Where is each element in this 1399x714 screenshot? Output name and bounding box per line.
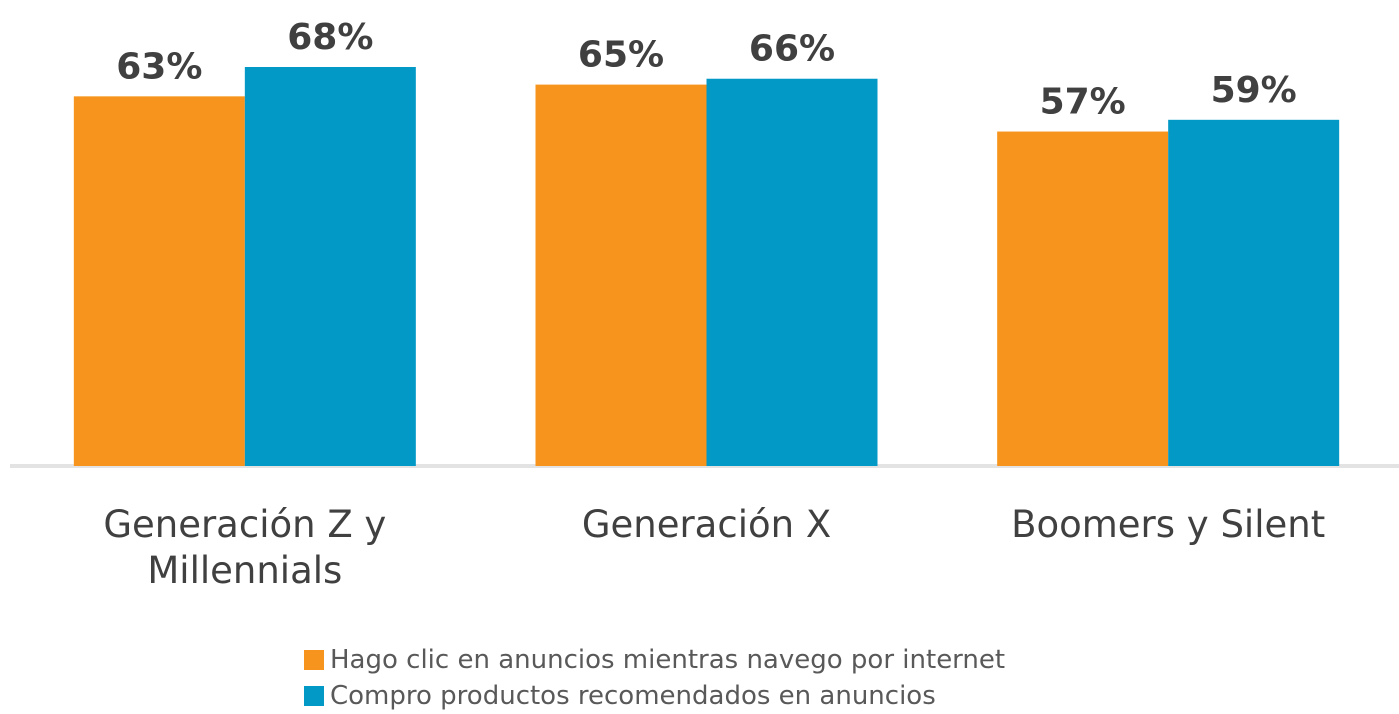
bar bbox=[244, 67, 416, 466]
legend-label: Compro productos recomendados en anuncio… bbox=[330, 681, 936, 711]
x-tick-label: Generación X bbox=[581, 503, 832, 546]
legend-label: Hago clic en anuncios mientras navego po… bbox=[330, 645, 1006, 675]
legend-item: Compro productos recomendados en anuncio… bbox=[304, 681, 936, 711]
x-tick-label: Boomers y Silent bbox=[1011, 503, 1326, 546]
bar bbox=[73, 96, 245, 467]
legend-swatch bbox=[304, 686, 324, 706]
legend-swatch bbox=[304, 650, 324, 670]
bar bbox=[997, 131, 1169, 466]
bar bbox=[535, 84, 707, 467]
data-label: 63% bbox=[116, 46, 202, 87]
data-label: 66% bbox=[749, 29, 835, 70]
legend-item: Hago clic en anuncios mientras navego po… bbox=[304, 645, 1005, 675]
data-label: 57% bbox=[1040, 82, 1126, 123]
bar bbox=[1168, 119, 1340, 466]
data-label: 65% bbox=[578, 35, 664, 76]
bar bbox=[706, 78, 878, 466]
data-label: 59% bbox=[1211, 70, 1297, 111]
data-label: 68% bbox=[287, 17, 373, 58]
x-tick-label: Generación Z y Millennials bbox=[103, 503, 387, 592]
